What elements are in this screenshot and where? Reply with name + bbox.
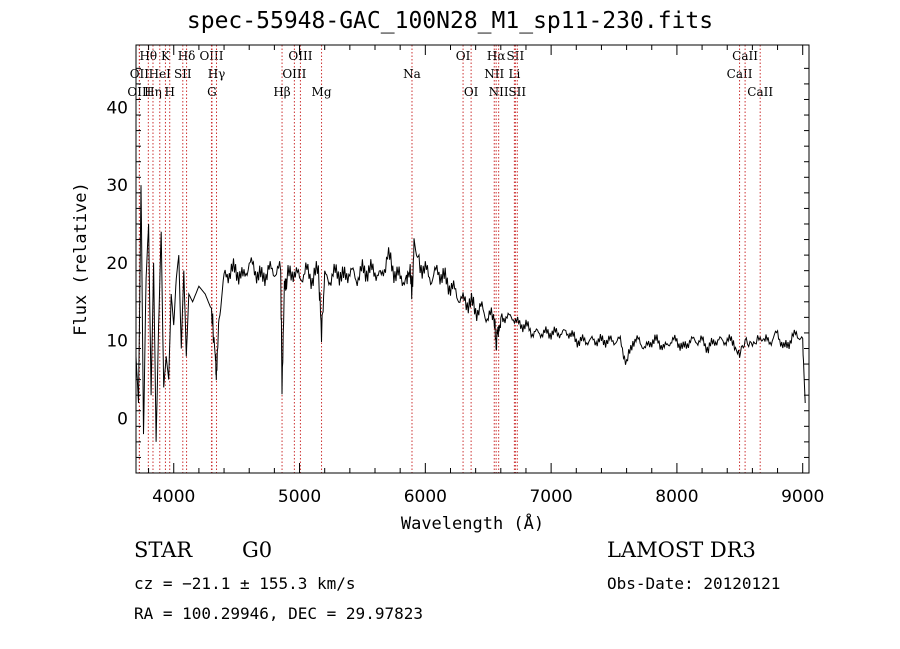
spectral-line-label: H xyxy=(164,85,174,99)
spectrum-line xyxy=(135,185,806,442)
x-tick-label: 4000 xyxy=(152,487,195,507)
plot-frame xyxy=(135,44,810,474)
spectral-line-label: SII xyxy=(174,67,192,81)
x-tick-label: 7000 xyxy=(529,487,572,507)
spectral-line-label: Hγ xyxy=(208,67,226,81)
object-type: STAR xyxy=(134,538,193,562)
redshift-velocity: cz = −21.1 ± 155.3 km/s xyxy=(134,574,356,593)
y-tick-label: 30 xyxy=(106,176,128,196)
spectral-line-label: Li xyxy=(508,67,520,81)
y-tick-label: 0 xyxy=(117,410,128,430)
x-tick-label: 8000 xyxy=(655,487,698,507)
spectral-line-label: OIII xyxy=(127,85,151,99)
spectral-line-label: OI xyxy=(464,85,479,99)
observation-date: Obs-Date: 20120121 xyxy=(607,574,781,593)
spectral-line-label: SII xyxy=(508,85,526,99)
spectral-line-label: NII xyxy=(489,85,509,99)
x-axis-label: Wavelength (Å) xyxy=(401,512,544,534)
survey-name: LAMOST DR3 xyxy=(607,538,756,562)
y-tick-label: 20 xyxy=(106,254,128,274)
y-tick-label: 40 xyxy=(106,98,128,118)
spectral-line-label: CaII xyxy=(727,67,753,81)
spectral-line-label: OIII xyxy=(282,67,306,81)
spectral-line-label: K xyxy=(161,49,171,63)
object-subclass: G0 xyxy=(242,538,273,562)
spectral-line-label: Hδ xyxy=(178,49,196,63)
spectral-line-label: G xyxy=(207,85,217,99)
spectral-line-label: Hθ xyxy=(139,49,157,63)
spectral-line-label: Hη xyxy=(144,85,162,99)
spectral-line-label: CaII xyxy=(747,85,773,99)
spectral-line-label: SII xyxy=(507,49,525,63)
spectral-line-label: Hβ xyxy=(273,85,290,99)
spectral-line-label: OIII xyxy=(288,49,312,63)
spectral-line-label: NII xyxy=(484,67,504,81)
spectral-line-label: Hα xyxy=(487,49,506,63)
chart-title: spec-55948-GAC_100N28_M1_sp11-230.fits xyxy=(186,8,714,34)
x-tick-label: 6000 xyxy=(404,487,447,507)
spectral-line-label: Mg xyxy=(312,85,332,99)
x-tick-label: 5000 xyxy=(278,487,321,507)
y-tick-label: 10 xyxy=(106,332,128,352)
spectral-line-label: Na xyxy=(403,67,421,81)
x-tick-label: 9000 xyxy=(781,487,824,507)
spectral-line-label: OI xyxy=(456,49,471,63)
coordinates: RA = 100.29946, DEC = 29.97823 xyxy=(134,604,423,623)
spectral-line-label: CaII xyxy=(732,49,758,63)
spectral-line-label: HeI xyxy=(149,67,172,81)
y-axis-label: Flux (relative) xyxy=(71,182,91,336)
